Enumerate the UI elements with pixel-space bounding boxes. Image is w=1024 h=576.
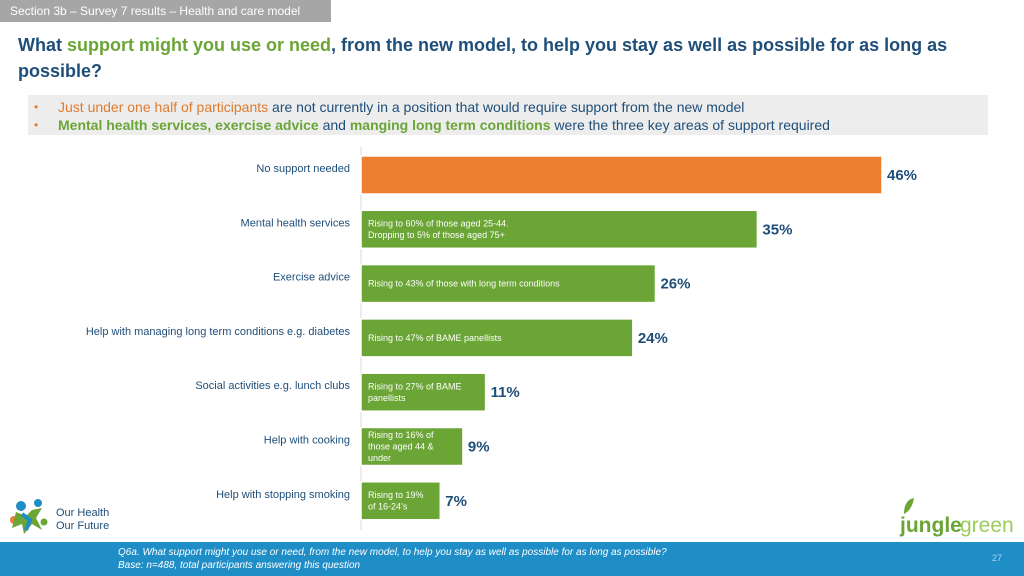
bullet-dot-icon: • — [34, 118, 39, 132]
bullet-1-highlight: Just under one half of participants — [58, 99, 269, 115]
footer-notes: Q6a. What support might you use or need,… — [118, 546, 667, 572]
value-label-4: 11% — [491, 384, 520, 401]
category-label-4: Social activities e.g. lunch clubs — [195, 380, 350, 392]
value-label-5: 9% — [468, 439, 490, 456]
logo-left-line1: Our Health — [56, 507, 109, 519]
bar-1 — [360, 209, 759, 250]
bullet-2-text: were the three key areas of support requ… — [550, 117, 830, 133]
category-label-1: Mental health services — [241, 217, 351, 229]
page-title: What support might you use or need, from… — [18, 32, 1008, 84]
category-label-6: Help with stopping smoking — [216, 489, 350, 501]
key-findings-box: • Just under one half of participants ar… — [28, 95, 988, 135]
bar-5 — [360, 426, 464, 467]
value-label-1: 35% — [762, 221, 792, 238]
bar-annotation-4-0: Rising to 27% of BAME — [368, 381, 462, 391]
bar-annotation-2-0: Rising to 43% of those with long term co… — [368, 279, 560, 289]
page-number: 27 — [991, 553, 1002, 563]
bullet-1-text: are not currently in a position that wou… — [268, 99, 745, 115]
bar-annotation-5-1: those aged 44 & — [368, 442, 434, 452]
section-label: Section 3b – Survey 7 results – Health a… — [10, 4, 301, 18]
bullet-2: • Mental health services, exercise advic… — [28, 116, 988, 134]
bar-4 — [360, 372, 487, 412]
support-bar-chart: No support needed 46% Mental health servic… — [86, 147, 917, 530]
bullet-dot-icon: • — [34, 100, 39, 114]
bar-annotation-5-2: under — [368, 453, 391, 463]
bar-annotation-1-1: Dropping to 5% of those aged 75+ — [368, 230, 505, 240]
section-tab: Section 3b – Survey 7 results – Health a… — [0, 0, 331, 22]
bullet-1: • Just under one half of participants ar… — [28, 98, 988, 116]
bar-2 — [360, 263, 657, 304]
category-label-3: Help with managing long term conditions … — [86, 326, 351, 338]
bar-annotation-6-1: of 16-24’s — [368, 502, 408, 512]
logo-right-part2: green — [960, 514, 1014, 537]
bullet-2-mid: and — [318, 117, 350, 133]
footer-bar: Q6a. What support might you use or need,… — [0, 542, 1024, 576]
bar-annotation-4-1: panellists — [368, 393, 406, 403]
value-label-2: 26% — [660, 276, 690, 293]
bar-annotation-1-0: Rising to 60% of those aged 25-44. — [368, 219, 509, 229]
bar-annotation-6-0: Rising to 19% — [368, 490, 424, 500]
logo-left-line2: Our Future — [56, 520, 109, 532]
bar-annotation-5-0: Rising to 16% of — [368, 430, 434, 440]
bullet-2-highlight-1: Mental health services, exercise advice — [58, 117, 319, 133]
value-label-6: 7% — [445, 493, 467, 510]
bullet-2-highlight-2: manging long term conditions — [349, 117, 551, 133]
footer-base: Base: n=488, total participants answerin… — [118, 560, 361, 571]
title-part1: What — [18, 35, 67, 55]
category-label-2: Exercise advice — [273, 272, 350, 284]
footer-question: Q6a. What support might you use or need,… — [118, 547, 667, 558]
bar-6 — [360, 481, 442, 521]
bar-annotation-3-0: Rising to 47% of BAME panellists — [368, 333, 502, 343]
our-health-our-future-logo: Our Health Our Future — [10, 499, 109, 534]
bar-0 — [360, 155, 883, 195]
jungle-green-logo: jungle green — [899, 498, 1014, 537]
category-label-0: No support needed — [256, 163, 350, 175]
value-label-0: 46% — [887, 167, 917, 184]
title-part2: , from the new model, to help you stay a… — [18, 35, 948, 81]
title-highlight: support might you use or need — [67, 35, 332, 55]
value-label-3: 24% — [638, 330, 668, 347]
leaf-icon — [904, 498, 914, 514]
bar-3 — [360, 318, 634, 358]
logo-right-part1: jungle — [899, 514, 962, 537]
category-label-5: Help with cooking — [264, 435, 350, 447]
